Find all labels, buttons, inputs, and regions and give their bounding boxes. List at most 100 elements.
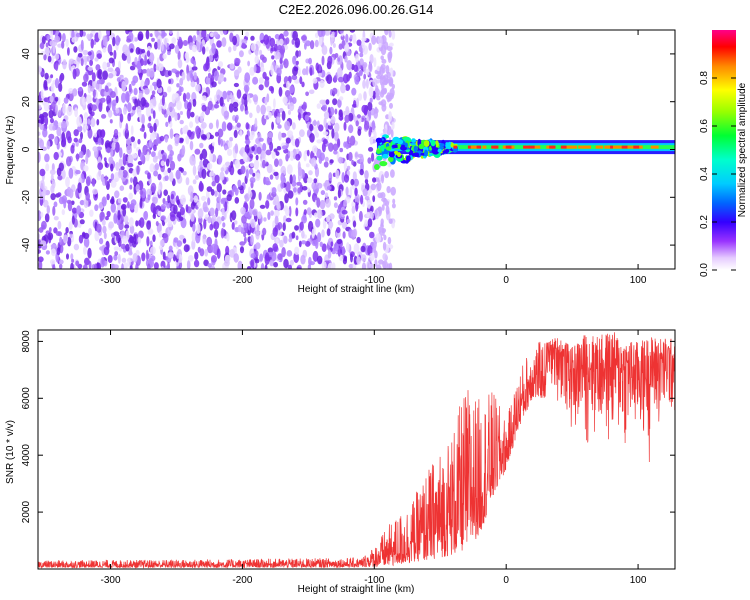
spectrogram-cell — [211, 255, 217, 263]
spectrogram-cell — [206, 186, 213, 192]
spectrogram-cell — [54, 35, 61, 43]
spectrogram-cell — [353, 64, 359, 73]
spectrogram-cell — [266, 105, 272, 113]
spectrogram-cell — [405, 148, 411, 153]
spectrogram-cell — [164, 175, 169, 181]
spectrogram-cell — [331, 185, 335, 192]
spectrogram-cell — [302, 68, 307, 76]
snr-xtick-label: -300 — [101, 575, 121, 586]
spectrogram-cell — [98, 102, 103, 113]
spectrogram-cell — [306, 149, 310, 157]
spectrogram-cell — [249, 177, 256, 184]
spectrogram-cell — [355, 53, 359, 63]
spectrogram-cell — [169, 30, 173, 35]
spectrogram-cell — [299, 129, 305, 138]
spectrogram-cell — [578, 145, 586, 149]
spectrogram-cell — [38, 260, 43, 269]
spectrogram-cell — [389, 42, 394, 47]
spectrogram-cell — [283, 58, 289, 69]
colorbar-tick-label: 0.0 — [699, 263, 710, 277]
spectrogram-cell — [71, 37, 77, 43]
spectrogram-cell — [380, 63, 386, 70]
spectrogram-cell — [187, 255, 194, 262]
spectrogram-cell — [447, 141, 453, 149]
spectrogram-cell — [308, 89, 315, 95]
spectrogram-cell — [292, 66, 298, 76]
spectrogram-cell — [312, 77, 318, 84]
spectrogram-cell — [62, 59, 67, 70]
spectrogram-cell — [77, 53, 83, 58]
colorbar: 0.0 0.2 0.4 0.6 0.8 Normalized spectral ampl… — [699, 30, 748, 277]
spectrogram-cell — [190, 111, 195, 118]
spectrogram-cell — [528, 145, 535, 149]
spectrogram-cell — [397, 144, 401, 148]
spectrogram-cell — [167, 144, 173, 152]
spectrogram-cell — [370, 183, 376, 191]
spectrogram-cell — [217, 135, 221, 146]
spectrogram-cell — [364, 196, 370, 201]
spectrogram-cell — [284, 120, 291, 131]
spectrogram-cell — [303, 150, 307, 162]
spectrogram-cell — [137, 138, 141, 145]
spectrogram-cell — [258, 77, 264, 84]
spectrogram-cell — [51, 248, 56, 257]
spectrogram-cell — [351, 229, 356, 241]
spectrogram-cell — [319, 99, 326, 105]
spectrogram-cell — [280, 181, 285, 189]
spectrogram-cell — [96, 223, 102, 233]
spectrogram-cell — [158, 231, 163, 238]
spectrogram-cell — [129, 236, 135, 244]
spectrogram-cell — [214, 174, 220, 184]
spectrogram-cell — [40, 51, 46, 56]
spectrogram-cell — [113, 254, 118, 261]
spectrogram-cell — [209, 152, 214, 162]
spectrogram-cell — [57, 192, 62, 198]
spectrogram-cell — [84, 257, 90, 266]
spectrogram-cell — [79, 199, 85, 206]
spectrogram-cell — [388, 262, 393, 269]
spectrogram-cell — [197, 246, 201, 253]
spectrogram-cell — [222, 189, 227, 195]
spectrogram-cell — [252, 76, 259, 85]
spectrogram-cell — [209, 134, 214, 140]
spectrogram-cell — [301, 230, 305, 239]
spectrogram-cell — [264, 76, 270, 81]
spectrogram-cell — [316, 182, 323, 189]
spectrogram-cell — [244, 236, 247, 244]
spectrogram-cell — [193, 60, 197, 67]
spectrogram-cell — [346, 219, 351, 224]
spectrogram-cell — [175, 169, 181, 180]
spectrogram-cell — [350, 253, 353, 263]
spectrogram-cell — [424, 149, 428, 157]
spectrogram-cell — [49, 95, 54, 103]
spectrogram-cell — [142, 60, 148, 66]
spectrogram-cell — [276, 146, 282, 151]
spectrogram-cell — [221, 207, 225, 216]
spectrogram-cell — [176, 211, 182, 218]
spectrogram-cell — [61, 195, 68, 204]
spectrogram-cell — [231, 221, 235, 230]
spectrogram-cell — [201, 95, 207, 101]
spectrogram-cell — [98, 30, 102, 40]
snr-xtick-label: -100 — [364, 575, 384, 586]
spectrogram-cell — [287, 130, 293, 138]
spectrogram-cell — [44, 72, 49, 80]
spectrogram-cell — [237, 224, 242, 233]
spectrogram-cell — [207, 72, 212, 79]
spectrogram-cell — [285, 137, 291, 144]
spectrogram-cell — [109, 51, 114, 56]
spectrogram-cell — [163, 170, 169, 177]
spectrogram-cell — [228, 30, 235, 33]
spectrogram-cell — [38, 119, 44, 124]
spectrogram-cell — [260, 66, 265, 73]
spectrogram-cell — [362, 62, 368, 68]
spectrogram-cell — [132, 106, 137, 111]
spectrogram-cell — [201, 104, 207, 112]
spectrogram-cell — [152, 156, 158, 163]
spectrogram-cell — [103, 232, 107, 240]
spectrogram-cell — [256, 104, 261, 114]
spectrogram-cell — [413, 145, 418, 153]
spectrogram-cell — [330, 115, 336, 124]
spectrogram-cell — [350, 178, 355, 186]
spectrogram-cell — [367, 101, 373, 112]
